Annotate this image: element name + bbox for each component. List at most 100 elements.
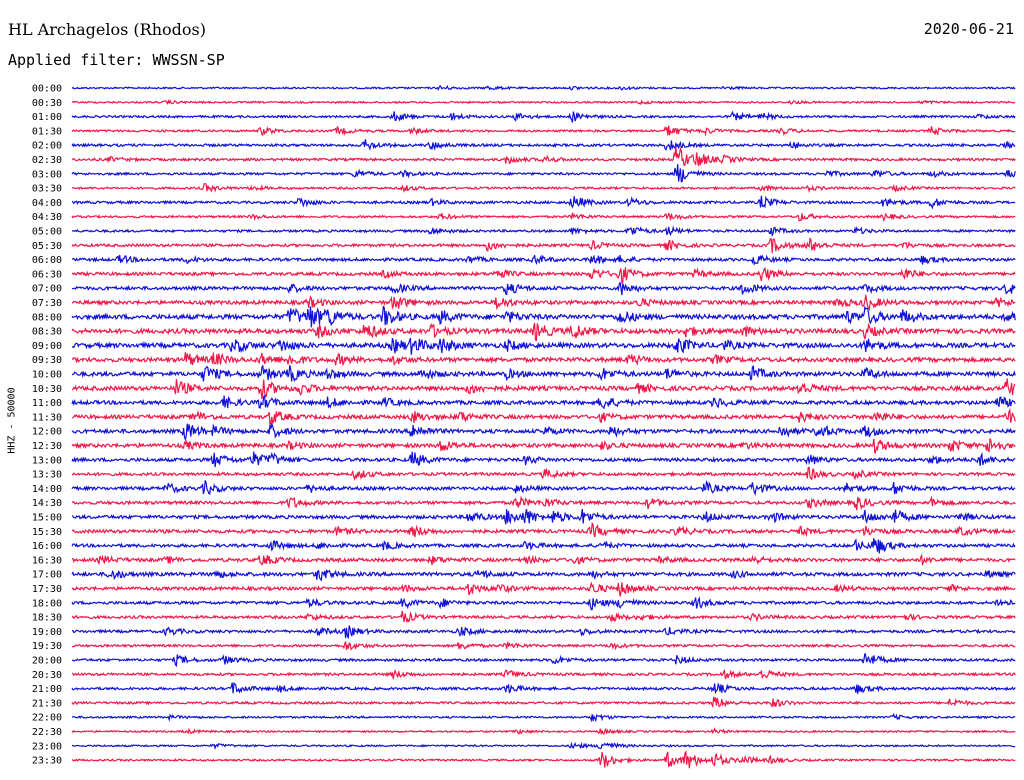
date-label: 2020-06-21	[923, 20, 1014, 38]
trace-line	[71, 225, 1016, 238]
row-time-label: 15:00	[32, 513, 62, 524]
row-time-label: 22:00	[32, 713, 62, 724]
trace-line	[71, 668, 1016, 680]
trace-line	[71, 394, 1016, 410]
row-time-label: 02:00	[32, 141, 62, 152]
row-time-label: 09:00	[32, 341, 62, 352]
trace-line	[71, 352, 1016, 367]
trace-line	[71, 211, 1016, 222]
trace-line	[71, 110, 1016, 123]
trace-line	[71, 84, 1016, 91]
row-time-label: 03:30	[32, 184, 62, 195]
row-time-label: 11:00	[32, 398, 62, 409]
trace-line	[71, 596, 1016, 611]
trace-line	[71, 641, 1016, 651]
row-time-label: 07:30	[32, 298, 62, 309]
row-time-label: 04:30	[32, 212, 62, 223]
trace-line	[71, 712, 1016, 723]
row-time-label: 13:00	[32, 455, 62, 466]
row-time-label: 09:30	[32, 355, 62, 366]
trace-line	[72, 553, 1016, 567]
trace-line	[71, 727, 1016, 736]
row-time-label: 16:30	[32, 555, 62, 566]
row-time-label: 14:00	[32, 484, 62, 495]
trace-line	[71, 378, 1016, 399]
trace-line	[71, 749, 1016, 769]
row-time-label: 05:00	[32, 227, 62, 238]
trace-line	[71, 438, 1016, 454]
row-time-label: 18:30	[32, 613, 62, 624]
row-time-label: 06:00	[32, 255, 62, 266]
row-time-label: 02:30	[32, 155, 62, 166]
trace-line	[71, 125, 1016, 137]
trace-line	[71, 422, 1016, 442]
trace-line	[71, 337, 1016, 355]
row-time-label: 10:30	[32, 384, 62, 395]
row-time-label: 22:30	[32, 727, 62, 738]
row-time-label: 16:00	[32, 541, 62, 552]
trace-line	[71, 254, 1016, 266]
trace-line	[71, 139, 1016, 152]
trace-line	[71, 653, 1016, 668]
row-time-label: 08:30	[32, 327, 62, 338]
row-time-label: 17:00	[32, 570, 62, 581]
row-time-label: 21:00	[32, 684, 62, 695]
row-time-label: 01:30	[32, 126, 62, 137]
row-time-label: 23:00	[32, 741, 62, 752]
trace-line	[71, 538, 1016, 554]
row-time-label: 04:00	[32, 198, 62, 209]
trace-line	[71, 182, 1016, 194]
row-time-label: 23:30	[32, 756, 62, 767]
row-time-label: 06:30	[32, 269, 62, 280]
trace-line	[71, 364, 1016, 383]
trace-line	[71, 305, 1016, 328]
row-time-label: 12:00	[32, 427, 62, 438]
trace-line	[71, 466, 1016, 482]
trace-line	[71, 294, 1016, 312]
row-time-label: 07:00	[32, 284, 62, 295]
trace-line	[71, 451, 1016, 468]
row-time-label: 01:00	[32, 112, 62, 123]
row-time-label: 11:30	[32, 412, 62, 423]
trace-line	[71, 237, 1016, 254]
trace-line	[71, 98, 1016, 106]
row-time-label: 05:30	[32, 241, 62, 252]
row-time-label: 19:30	[32, 641, 62, 652]
row-time-label: 15:30	[32, 527, 62, 538]
trace-line	[71, 164, 1016, 183]
trace-line	[71, 610, 1016, 623]
row-time-label: 18:00	[32, 598, 62, 609]
trace-line	[71, 479, 1016, 497]
row-time-label: 17:30	[32, 584, 62, 595]
trace-line	[71, 281, 1016, 296]
row-time-label: 13:30	[32, 470, 62, 481]
row-time-label: 20:00	[32, 656, 62, 667]
row-time-label: 12:30	[32, 441, 62, 452]
trace-line	[71, 508, 1016, 525]
trace-line	[71, 146, 1016, 167]
row-time-label: 14:30	[32, 498, 62, 509]
station-title: HL Archagelos (Rhodos)	[8, 20, 206, 39]
row-time-label: 20:30	[32, 670, 62, 681]
row-time-label: 10:00	[32, 370, 62, 381]
trace-line	[71, 741, 1016, 750]
trace-line	[71, 625, 1016, 640]
filter-label: Applied filter: WWSSN-SP	[8, 51, 225, 69]
trace-line	[71, 569, 1016, 582]
trace-line	[72, 407, 1016, 426]
row-time-label: 08:00	[32, 312, 62, 323]
trace-line	[71, 521, 1016, 538]
trace-line	[71, 581, 1016, 597]
row-time-label: 03:00	[32, 169, 62, 180]
trace-line	[71, 266, 1016, 284]
row-time-label: 21:30	[32, 698, 62, 709]
trace-line	[71, 681, 1016, 695]
trace-line	[71, 495, 1016, 511]
trace-line	[71, 195, 1016, 210]
trace-line	[71, 322, 1016, 342]
row-time-label: 19:00	[32, 627, 62, 638]
row-time-label: 00:00	[32, 84, 62, 95]
trace-line	[71, 696, 1016, 709]
row-time-label: 00:30	[32, 98, 62, 109]
